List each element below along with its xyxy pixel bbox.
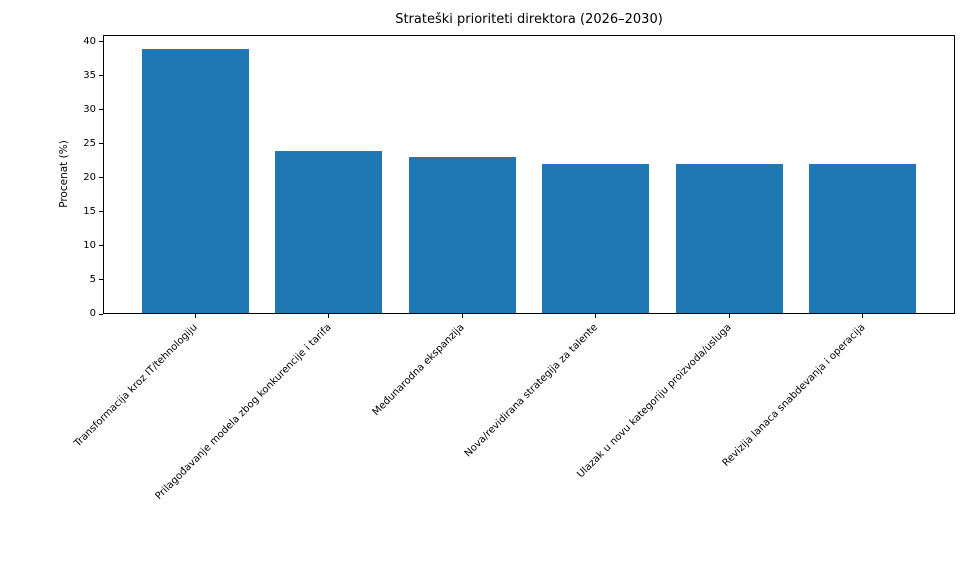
x-tick-mark	[728, 314, 730, 318]
y-tick-mark	[99, 177, 103, 179]
x-tick-mark	[328, 314, 330, 318]
x-tick-mark	[862, 314, 864, 318]
y-tick-label: 30	[83, 103, 96, 115]
y-tick-mark	[99, 279, 103, 281]
y-tick-mark	[99, 245, 103, 247]
bar	[809, 164, 917, 313]
x-tick-mark	[461, 314, 463, 318]
chart-title: Strateški prioriteti direktora (2026–203…	[395, 12, 663, 27]
y-tick-mark	[99, 313, 103, 315]
y-tick-label: 40	[83, 35, 96, 47]
y-tick-label: 35	[83, 69, 96, 81]
y-tick-label: 10	[83, 239, 96, 251]
y-tick-mark	[99, 211, 103, 213]
x-tick-label: Međunarodna ekspanzija	[370, 322, 468, 419]
y-tick-label: 5	[89, 273, 96, 285]
y-tick-mark	[99, 143, 103, 145]
y-tick-label: 0	[89, 308, 96, 319]
x-tick-label: Revizija lanaca snabdevanja i operacija	[720, 322, 868, 469]
bar	[675, 164, 783, 313]
x-tick-label: Transformacija kroz IT/tehnologiju	[72, 322, 200, 450]
y-tick-label: 25	[83, 137, 96, 149]
x-tick-label: Ulazak u novu kategoriju proizvoda/uslug…	[575, 322, 735, 481]
x-tick-mark	[194, 314, 196, 318]
y-tick-mark	[99, 41, 103, 43]
x-tick-mark	[595, 314, 597, 318]
bar	[275, 150, 383, 313]
bar	[141, 48, 249, 313]
bar	[542, 164, 650, 313]
y-tick-label: 15	[83, 205, 96, 217]
y-tick-mark	[99, 75, 103, 77]
y-tick-label: 20	[83, 171, 96, 183]
y-tick-mark	[99, 109, 103, 111]
bar	[408, 157, 516, 313]
x-tick-label: Nova/revidirana strategija za talente	[463, 322, 601, 460]
